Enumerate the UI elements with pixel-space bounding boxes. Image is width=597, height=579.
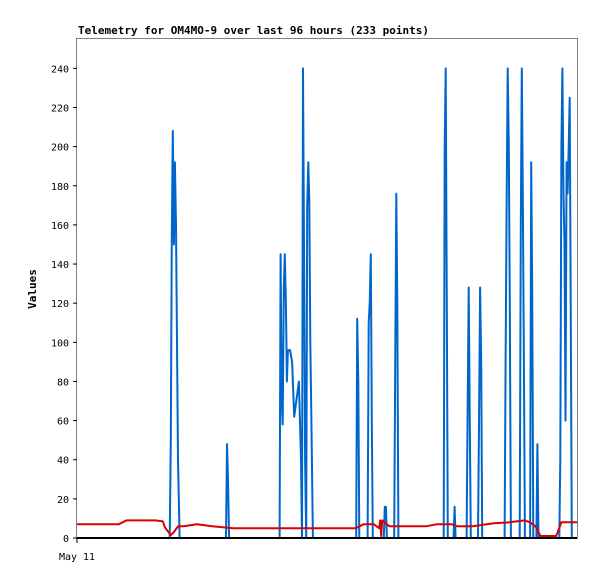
x-axis: May 11 bbox=[59, 538, 95, 563]
x-tick-label: May 11 bbox=[59, 552, 95, 563]
y-tick-label: 20 bbox=[57, 495, 69, 506]
y-tick-label: 200 bbox=[51, 143, 69, 154]
y-tick-label: 40 bbox=[57, 456, 69, 467]
y-tick-label: 120 bbox=[51, 299, 69, 310]
y-tick-label: 160 bbox=[51, 221, 69, 232]
y-axis: 0 20 40 60 80 100 120 140 160 180 200 220 240 bbox=[51, 64, 77, 545]
y-tick-label: 220 bbox=[51, 103, 69, 114]
y-tick-label: 180 bbox=[51, 182, 69, 193]
chart-title: Telemetry for OM4MO-9 over last 96 hours… bbox=[78, 24, 429, 37]
y-axis-label: Values bbox=[26, 269, 39, 309]
series-line-1 bbox=[77, 67, 577, 539]
y-tick-label: 80 bbox=[57, 377, 69, 388]
series-layer bbox=[77, 67, 577, 539]
series-line-2 bbox=[77, 519, 577, 537]
y-tick-label: 240 bbox=[51, 64, 69, 75]
y-tick-label: 60 bbox=[57, 417, 69, 428]
y-tick-label: 100 bbox=[51, 338, 69, 349]
y-tick-label: 140 bbox=[51, 260, 69, 271]
y-tick-label: 0 bbox=[63, 534, 69, 545]
plot-area-frame bbox=[76, 38, 578, 539]
